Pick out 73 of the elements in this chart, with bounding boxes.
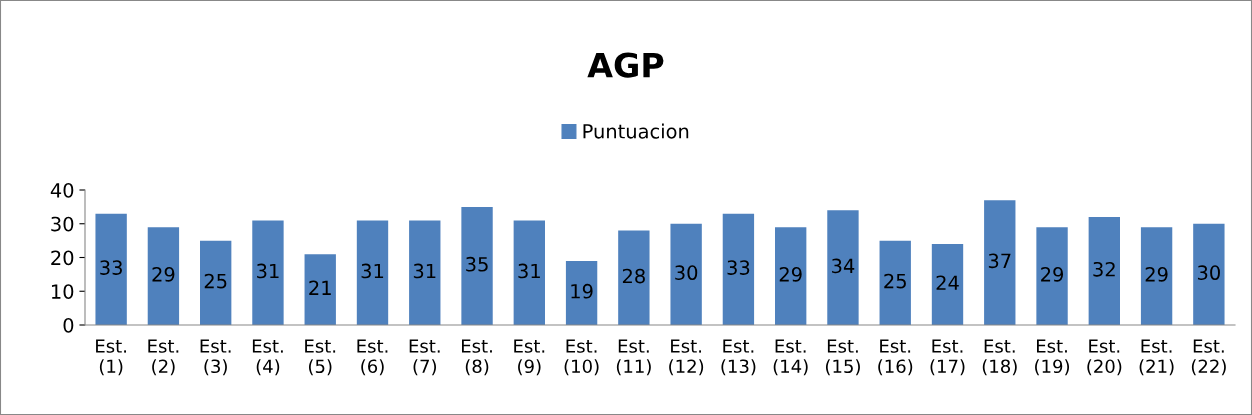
bar <box>1036 227 1068 325</box>
bar <box>1193 223 1225 325</box>
data-label: 24 <box>936 275 959 290</box>
x-tick-label: Est. (22) <box>1191 339 1226 376</box>
data-label: 31 <box>413 263 436 279</box>
bar <box>827 210 859 325</box>
bar <box>931 244 964 325</box>
x-tick-label: Est. (17) <box>930 339 965 376</box>
bar <box>252 220 284 325</box>
data-label: 31 <box>257 263 279 279</box>
data-label: 29 <box>152 267 175 282</box>
data-label: 33 <box>100 260 122 275</box>
data-label: 28 <box>622 268 645 284</box>
legend-label: Puntuacion <box>583 123 689 139</box>
x-tick-label: Est. (13) <box>721 339 756 376</box>
bar <box>618 230 650 325</box>
x-tick-label: Est. (5) <box>305 339 336 376</box>
bar <box>984 200 1016 325</box>
y-tick-label: 40 <box>50 182 74 198</box>
y-tick-label: 30 <box>51 216 74 232</box>
bar <box>722 213 755 325</box>
x-tick-label: Est. (2) <box>148 339 179 376</box>
x-tick-label: Est. (8) <box>462 339 492 376</box>
bar <box>670 223 702 325</box>
x-tick-label: Est. (7) <box>409 339 440 376</box>
bar <box>775 227 807 325</box>
data-label: 31 <box>361 263 384 279</box>
bar <box>879 240 911 325</box>
data-label: 31 <box>518 263 540 279</box>
bar <box>200 240 232 325</box>
bar <box>356 220 389 325</box>
data-label: 29 <box>1145 267 1168 282</box>
bar <box>147 227 180 325</box>
bar <box>304 254 336 325</box>
x-tick-label: Est. (18) <box>982 339 1017 376</box>
x-tick-label: Est. (1) <box>96 339 127 376</box>
data-label: 29 <box>1041 267 1064 282</box>
x-tick-label: Est. (11) <box>616 339 651 376</box>
x-tick-label: Est. (15) <box>825 339 860 376</box>
x-tick-label: Est. (10) <box>564 339 599 376</box>
x-tick-label: Est. (16) <box>878 339 913 376</box>
x-tick-label: Est. (14) <box>773 339 808 376</box>
y-tick-label: 0 <box>63 317 74 333</box>
data-label: 30 <box>675 265 698 281</box>
data-label: 19 <box>571 283 593 299</box>
data-label: 33 <box>727 260 750 275</box>
data-label: 32 <box>1093 261 1115 277</box>
bar <box>565 260 598 325</box>
data-label: 35 <box>466 256 488 272</box>
x-tick-label: Est. (19) <box>1035 339 1070 376</box>
bar <box>1088 217 1120 325</box>
bar <box>513 220 545 325</box>
bar <box>1140 227 1173 325</box>
x-tick-label: Est. (4) <box>252 339 283 376</box>
chart-title: AGP <box>587 52 664 78</box>
y-tick-label: 20 <box>51 250 74 266</box>
x-tick-label: Est. (21) <box>1139 339 1174 376</box>
data-label: 21 <box>309 280 331 295</box>
data-label: 37 <box>988 253 1011 269</box>
data-label: 29 <box>779 267 802 282</box>
y-tick-label: 10 <box>51 284 74 299</box>
bar <box>409 220 441 325</box>
x-tick-label: Est. (6) <box>357 339 388 376</box>
data-label: 34 <box>832 258 855 274</box>
data-label: 25 <box>204 273 227 289</box>
data-label: 25 <box>884 273 906 289</box>
x-tick-label: Est. (20) <box>1087 339 1122 376</box>
bar <box>95 213 127 325</box>
data-label: 30 <box>1197 265 1220 281</box>
bar <box>461 206 493 325</box>
x-tick-label: Est. (12) <box>669 339 704 376</box>
x-tick-label: Est. (9) <box>514 339 545 376</box>
x-tick-label: Est. (3) <box>200 339 231 376</box>
